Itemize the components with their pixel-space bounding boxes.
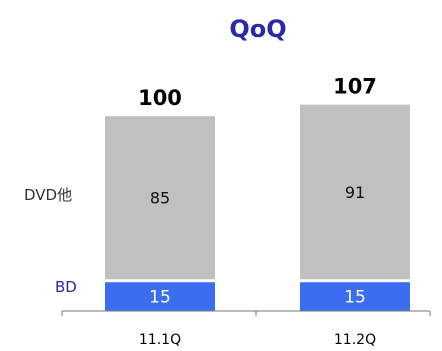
total-label: 100 [138, 86, 182, 110]
bar-segment-dvd [105, 116, 215, 280]
series-label-bd: BD [55, 278, 77, 296]
bar-segment-bd [105, 282, 215, 311]
bar-segment-bd [300, 282, 410, 311]
series-label-dvd: DVD他 [24, 186, 72, 204]
data-label-dvd: 85 [150, 189, 170, 208]
bars-group: 85 15 100 11.1Q 91 15 107 11.2Q [105, 75, 410, 348]
data-label-dvd: 91 [345, 183, 365, 202]
data-label-bd: 15 [149, 288, 171, 308]
data-label-bd: 15 [344, 288, 366, 308]
bar-segment-dvd [300, 104, 410, 280]
x-tick-label: 11.1Q [139, 332, 181, 348]
total-label: 107 [333, 75, 377, 99]
x-tick-label: 11.2Q [334, 332, 376, 348]
chart-title: QoQ [229, 15, 286, 43]
